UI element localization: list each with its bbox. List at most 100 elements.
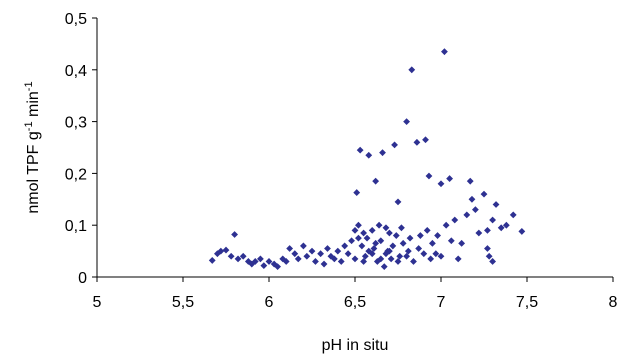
data-point (425, 172, 433, 180)
data-point (434, 232, 441, 239)
data-point (317, 250, 324, 258)
y-tick-label: 0,4 (65, 63, 87, 80)
data-point (396, 252, 404, 260)
data-point (222, 246, 230, 254)
data-point (330, 255, 338, 263)
data-point (485, 252, 493, 260)
x-tick-label: 6,5 (344, 294, 366, 311)
y-axis-title: nmol TPF g-1 min-1 (23, 81, 42, 213)
data-point (410, 258, 417, 265)
data-point (239, 252, 247, 260)
data-point (420, 250, 428, 258)
data-point (375, 221, 383, 229)
data-point (463, 211, 471, 219)
y-tick-label: 0 (78, 270, 87, 287)
data-point (447, 237, 455, 245)
x-tick-label: 5,5 (172, 294, 194, 311)
data-point (358, 242, 366, 250)
data-point (489, 258, 496, 265)
data-point (368, 226, 376, 234)
data-point (368, 250, 376, 258)
data-point (497, 224, 505, 232)
data-point (437, 252, 445, 260)
data-point (403, 118, 410, 125)
data-point (351, 226, 359, 234)
x-axis-ticks: 5 5,5 6 6,5 7 7,5 8 (93, 277, 618, 311)
data-point (377, 237, 385, 245)
data-point (312, 258, 319, 265)
x-axis-title: pH in situ (322, 337, 389, 354)
data-point (217, 247, 225, 255)
data-point (282, 258, 290, 265)
data-point (303, 252, 311, 260)
data-point (251, 258, 259, 265)
data-point (427, 255, 435, 263)
y-axis-title-superscript: -1 (23, 121, 35, 131)
data-point (518, 228, 526, 235)
data-point (475, 229, 483, 237)
data-point (377, 255, 385, 263)
data-point (492, 201, 500, 208)
data-point (353, 189, 361, 196)
data-point (370, 245, 378, 252)
data-point (403, 252, 410, 260)
data-point (404, 247, 412, 255)
x-tick-label: 8 (609, 294, 618, 311)
data-point (348, 237, 355, 245)
data-point (489, 216, 496, 224)
data-point (394, 198, 402, 206)
data-point (334, 247, 342, 255)
y-tick-label: 0,1 (65, 218, 87, 235)
y-axis-title-superscript: -1 (23, 81, 35, 91)
data-point (387, 255, 395, 263)
y-tick-label: 0,3 (65, 115, 87, 132)
data-point (413, 138, 421, 146)
data-point (442, 221, 450, 229)
data-point (351, 255, 359, 263)
data-point (422, 136, 429, 144)
data-point (257, 255, 264, 263)
data-point (398, 224, 405, 232)
y-axis-title-text: min (25, 91, 42, 121)
data-point (355, 221, 362, 229)
x-tick-label: 5 (93, 294, 102, 311)
data-point (416, 232, 424, 239)
data-point (441, 48, 448, 56)
data-point (214, 250, 221, 258)
data-point (480, 190, 488, 198)
data-point (361, 252, 369, 260)
y-tick-label: 0,2 (65, 166, 87, 183)
data-point (372, 239, 380, 247)
data-point (408, 66, 416, 74)
data-point (337, 258, 345, 265)
data-point (300, 242, 307, 250)
data-point (394, 258, 402, 265)
data-point (466, 177, 474, 185)
data-point (437, 180, 445, 188)
data-point (208, 257, 216, 264)
x-tick-label: 7,5 (516, 294, 538, 311)
data-point (423, 226, 431, 234)
data-point (446, 175, 453, 182)
data-point (399, 239, 407, 247)
data-point (484, 245, 491, 252)
data-point (355, 234, 362, 242)
data-point (291, 250, 299, 258)
data-point (382, 224, 390, 232)
data-point (231, 231, 238, 238)
y-axis-ticks: 0 0,1 0,2 0,3 0,4 0,5 (65, 11, 97, 287)
data-point (286, 245, 294, 252)
data-point (502, 221, 510, 229)
data-point (360, 229, 367, 237)
data-point (391, 141, 398, 149)
data-point (324, 245, 331, 252)
data-point (429, 239, 436, 247)
data-point (379, 149, 386, 157)
y-axis-title-text: nmol TPF g (25, 131, 42, 213)
data-point (458, 239, 466, 247)
data-point (372, 177, 380, 185)
data-point (260, 262, 268, 270)
data-point (234, 255, 242, 263)
data-point (344, 250, 352, 258)
